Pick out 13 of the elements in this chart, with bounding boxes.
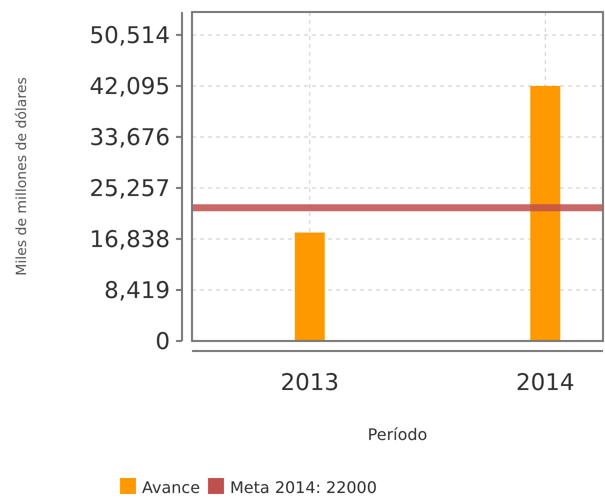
y-tick-label: 16,838 xyxy=(90,227,170,254)
x-tick-label: 2013 xyxy=(280,370,340,396)
y-tick-label: 50,514 xyxy=(90,22,170,49)
y-tick-label: 25,257 xyxy=(90,176,170,202)
y-tick-label: 42,095 xyxy=(90,74,170,100)
y-tick-label: 0 xyxy=(155,329,170,356)
y-axis-title: Miles de millones de dólares xyxy=(14,77,30,276)
legend-label: Meta 2014: 22000 xyxy=(230,478,377,497)
y-tick-label: 8,419 xyxy=(104,278,170,304)
x-tick-label: 2014 xyxy=(516,370,575,396)
x-axis-title: Período xyxy=(368,425,428,444)
legend-label: Avance xyxy=(142,478,200,497)
y-tick-label: 33,676 xyxy=(90,125,170,152)
